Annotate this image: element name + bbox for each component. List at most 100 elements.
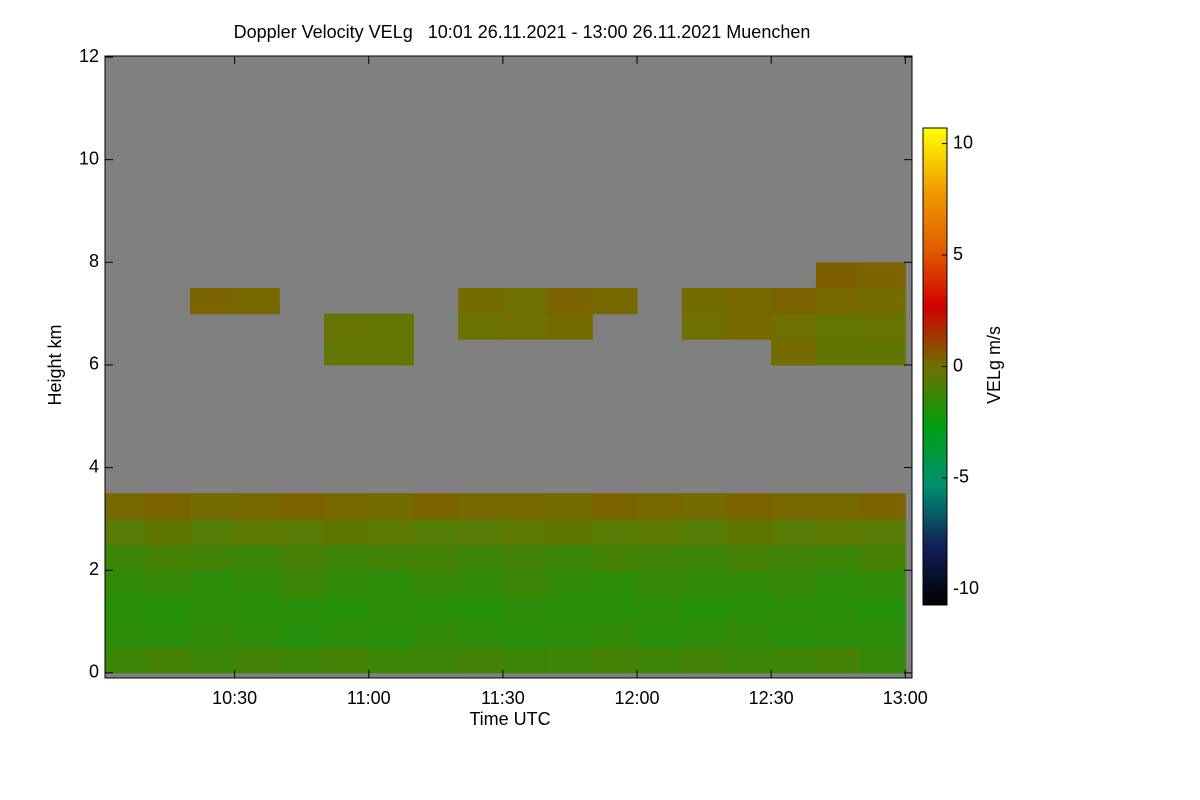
heatmap-cell	[145, 647, 191, 674]
heatmap-cell	[324, 518, 370, 546]
heatmap-cell	[681, 287, 727, 315]
heatmap-cell	[771, 570, 817, 597]
heatmap-cell	[860, 262, 906, 289]
y-tick-label: 4	[89, 456, 99, 476]
heatmap-cell	[860, 518, 906, 546]
heatmap-cell	[502, 544, 549, 571]
heatmap-cell	[189, 570, 236, 597]
heatmap-cell	[815, 262, 862, 289]
heatmap-cell	[681, 313, 727, 340]
heatmap-cell	[547, 595, 593, 623]
heatmap-cell	[279, 570, 325, 597]
heatmap-cell	[815, 595, 862, 623]
y-tick-label: 0	[89, 662, 99, 682]
heatmap-cell	[324, 313, 370, 340]
x-tick-label: 10:30	[212, 688, 257, 708]
heatmap-cell	[547, 287, 593, 315]
heatmap-cell	[547, 313, 593, 340]
heatmap-cell	[592, 595, 638, 623]
heatmap-cell	[279, 621, 325, 648]
x-tick-label: 12:00	[615, 688, 660, 708]
heatmap-cell	[458, 287, 504, 315]
heatmap-cell	[681, 595, 727, 623]
heatmap-cell	[860, 287, 906, 315]
heatmap-cell	[771, 621, 817, 648]
heatmap-cell	[815, 544, 862, 571]
heatmap-cell	[502, 570, 549, 597]
heatmap-cell	[637, 544, 683, 571]
heatmap-cell	[368, 339, 414, 366]
heatmap-cell	[637, 621, 683, 648]
heatmap-cell	[726, 544, 772, 571]
heatmap-cell	[502, 595, 549, 623]
heatmap-cell	[279, 647, 325, 674]
heatmap-cell	[592, 647, 638, 674]
heatmap-cell	[279, 518, 325, 546]
heatmap-cell	[547, 493, 593, 520]
heatmap-cell	[547, 570, 593, 597]
heatmap-cell	[413, 647, 459, 674]
x-tick-label: 11:30	[481, 688, 525, 708]
y-tick-label: 8	[89, 251, 99, 271]
heatmap-cell	[368, 595, 414, 623]
heatmap-cell	[458, 493, 504, 520]
heatmap-cell	[234, 544, 280, 571]
heatmap-cell	[592, 621, 638, 648]
heatmap-cell	[637, 493, 683, 520]
colorbar-tick-label: 0	[953, 355, 963, 375]
heatmap-cell	[145, 570, 191, 597]
heatmap-cell	[145, 621, 191, 648]
heatmap-cell	[105, 544, 146, 571]
heatmap-cell	[771, 313, 817, 340]
heatmap-cell	[458, 647, 504, 674]
heatmap-cell	[592, 544, 638, 571]
heatmap-cell	[860, 493, 906, 520]
x-axis-label: Time UTC	[469, 709, 550, 729]
colorbar-tick-label: -10	[953, 578, 979, 598]
heatmap-cell	[458, 544, 504, 571]
heatmap-cell	[324, 339, 370, 366]
heatmap-cell	[413, 544, 459, 571]
heatmap-cell	[324, 595, 370, 623]
heatmap-cell	[105, 595, 146, 623]
y-tick-label: 10	[79, 148, 99, 168]
heatmap-cell	[771, 339, 817, 366]
heatmap-cell	[368, 544, 414, 571]
heatmap-cell	[860, 647, 906, 674]
heatmap-cell	[637, 518, 683, 546]
heatmap-cell	[681, 493, 727, 520]
heatmap-cell	[324, 493, 370, 520]
heatmap-cell	[815, 621, 862, 648]
y-tick-label: 6	[89, 354, 99, 374]
heatmap-cell	[815, 570, 862, 597]
heatmap-cell	[547, 544, 593, 571]
heatmap-cell	[324, 621, 370, 648]
heatmap-cell	[279, 493, 325, 520]
heatmap-cell	[368, 570, 414, 597]
heatmap-cell	[815, 518, 862, 546]
plot-frame	[104, 55, 913, 679]
heatmap-cell	[860, 621, 906, 648]
heatmap-cell	[458, 621, 504, 648]
x-tick-label: 11:00	[347, 688, 391, 708]
heatmap-cell	[815, 493, 862, 520]
heatmap-cell	[234, 621, 280, 648]
heatmap-cell	[324, 544, 370, 571]
heatmap	[105, 262, 906, 674]
heatmap-cell	[189, 621, 236, 648]
heatmap-cell	[279, 544, 325, 571]
heatmap-cell	[279, 595, 325, 623]
heatmap-cell	[368, 621, 414, 648]
heatmap-cell	[681, 621, 727, 648]
heatmap-cell	[547, 621, 593, 648]
heatmap-cell	[324, 647, 370, 674]
heatmap-cell	[815, 313, 862, 340]
heatmap-cell	[637, 595, 683, 623]
heatmap-cell	[771, 595, 817, 623]
y-axis-label: Height km	[45, 324, 65, 405]
heatmap-cell	[637, 570, 683, 597]
heatmap-cell	[368, 493, 414, 520]
heatmap-cell	[771, 493, 817, 520]
heatmap-cell	[681, 647, 727, 674]
